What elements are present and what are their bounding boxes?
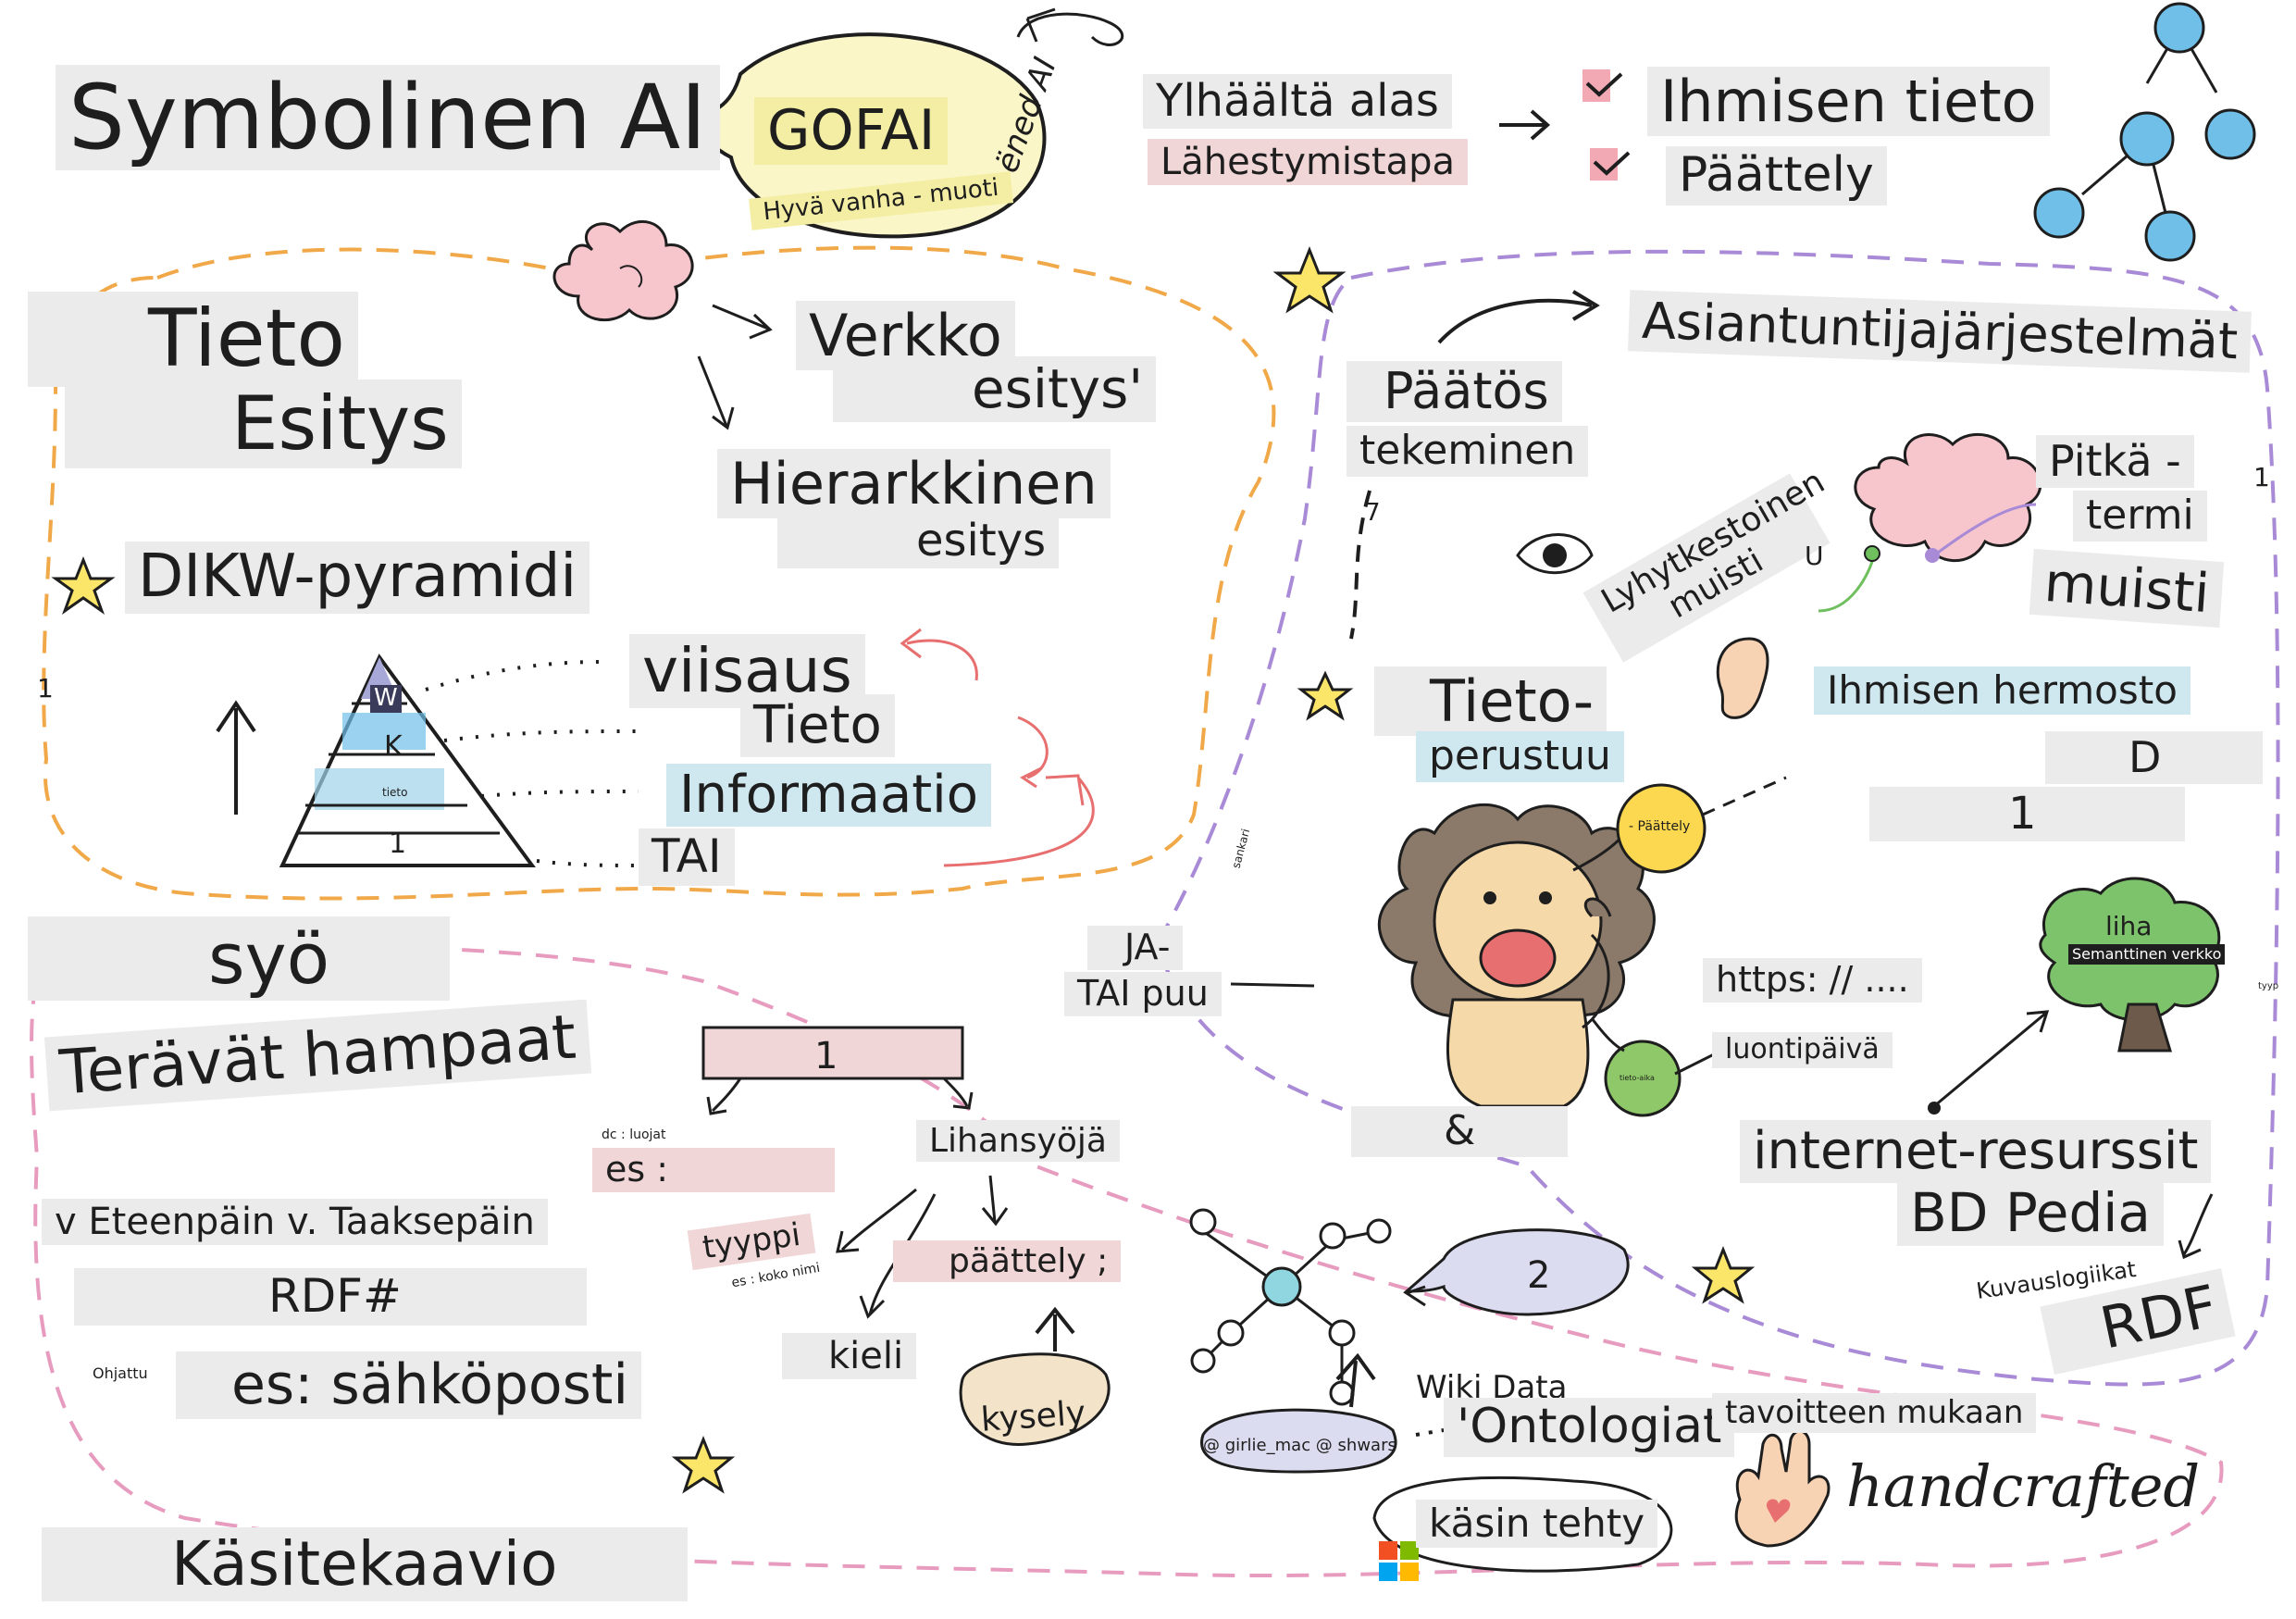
query-bubble — [959, 1352, 1111, 1446]
decision-mark: 7 — [1365, 499, 1381, 527]
reasoning-bubble-circle — [1616, 783, 1706, 874]
lion-icon — [1378, 803, 1656, 1108]
frame-reasoning: päättely ; — [893, 1240, 1122, 1283]
expert-mark-1: 1 — [1869, 787, 2185, 842]
ontology-handcrafted: handcrafted — [1846, 1452, 2201, 1520]
web-url[interactable]: https: // .... — [1703, 958, 1922, 1003]
dbpedia: BD Pedia — [1897, 1180, 2164, 1246]
top-down-line1: Ylhäältä alas — [1143, 74, 1452, 130]
chaining-label: v Eteenpäin v. Taaksepäin — [42, 1199, 548, 1245]
side-mark-1: 1 — [37, 673, 54, 704]
long-term-2: termi — [2073, 491, 2207, 542]
decision-line1: Päätös — [1347, 361, 1562, 423]
frame-example: es : — [592, 1148, 836, 1192]
ontology-title: 'Ontologiat — [1444, 1398, 1735, 1457]
nervous-system: Ihmisen hermosto — [1814, 666, 2191, 716]
top-down-line2: Lähestymistapa — [1148, 139, 1468, 185]
network-repr-line2: esitys' — [833, 356, 1157, 422]
star-icon — [1297, 670, 1354, 721]
check-icon — [1582, 69, 1610, 102]
expert-mark-d: D — [2045, 731, 2264, 784]
knowledge-repr-line2: Esitys — [65, 380, 462, 468]
hand-icon — [1734, 1429, 1831, 1548]
dikw-level-knowledge: Tieto — [740, 694, 895, 758]
hierarchical-repr-line2: esitys — [777, 514, 1060, 569]
internet-edge-mark: tyyp — [2258, 981, 2279, 991]
brain-icon — [1854, 432, 2042, 563]
frame-carnivore: Lihansyöjä — [916, 1120, 1120, 1163]
ontology-count: 2 — [1527, 1254, 1551, 1297]
purple-dashed-region — [1154, 249, 2280, 1387]
concept-map-label: Käsitekaavio — [42, 1527, 688, 1601]
human-reasoning: Päättely — [1666, 146, 1887, 205]
pyramid-mark-w: W — [370, 684, 402, 713]
pyramid-mark-1: 1 — [389, 828, 407, 860]
web-small-bubble: tieto-aika — [1620, 1074, 1655, 1082]
dikw-label: DIKW-pyramidi — [125, 542, 590, 614]
orange-dashed-region — [42, 245, 1276, 901]
and-or-tree-1: JA- — [1087, 926, 1184, 970]
email-prefix: Ohjattu — [93, 1364, 148, 1382]
frame-query: kysely — [979, 1394, 1087, 1439]
long-term-1: Pitkä - — [2036, 435, 2194, 488]
knowledge-based-line1: Tieto- — [1374, 666, 1607, 737]
frame-example-tag: dc : luojat — [602, 1127, 666, 1142]
brain-icon — [552, 219, 694, 322]
star-icon — [671, 1435, 736, 1494]
credit-bubble — [1200, 1408, 1397, 1474]
human-knowledge: Ihmisen tieto — [1647, 67, 2050, 137]
pyramid-mark-k: K — [384, 730, 403, 763]
expert-edge-mark: 1 — [2253, 462, 2270, 492]
gofai-acronym: GOFAI — [754, 97, 949, 165]
pyramid-icon — [279, 654, 536, 867]
long-term-3: muisti — [2029, 548, 2225, 628]
ontology-credit: @ girlie_mac @ shwars — [1203, 1436, 1396, 1455]
decision-line2: tekeminen — [1347, 426, 1589, 477]
email-example: es: sähköposti — [176, 1351, 642, 1419]
internet-resources: internet-resurssit — [1740, 1120, 2212, 1184]
ontology-handmade: käsin tehty — [1416, 1500, 1658, 1549]
lion-ampersand: & — [1351, 1106, 1569, 1157]
and-or-tree-2: TAI puu — [1064, 972, 1222, 1016]
star-icon — [51, 555, 116, 615]
star-icon — [1272, 245, 1347, 314]
dikw-level-information: Informaatio — [666, 764, 991, 828]
eats-label: syö — [28, 916, 451, 1002]
frame-language: kieli — [782, 1333, 917, 1379]
dikw-level-data: TAI — [639, 828, 735, 886]
tree-semantic: Semanttinen verkko — [2068, 944, 2226, 965]
frame-top-value: 1 — [814, 1035, 838, 1077]
ontology-by-goal: tavoitteen mukaan — [1712, 1393, 2037, 1434]
web-creation-date: luontipäivä — [1712, 1032, 1893, 1068]
lion-reasoning-bubble: - Päättely — [1629, 819, 1691, 834]
knowledge-based-line2: perustuu — [1416, 731, 1624, 782]
eye-icon — [1516, 533, 1594, 575]
short-term-mark: U — [1805, 541, 1824, 571]
pyramid-mark-data: tieto — [382, 786, 408, 799]
tree-label: liha — [2105, 911, 2153, 941]
network-tree-icon — [2033, 2, 2256, 262]
page-title: Symbolinen AI — [56, 65, 720, 171]
knowledge-repr-line1: Tieto — [28, 292, 359, 387]
count-bubble — [1403, 1228, 1630, 1316]
windows-logo-icon — [1379, 1541, 1419, 1581]
molecule-icon — [1189, 1208, 1392, 1406]
green-bubble — [1604, 1040, 1682, 1117]
hierarchical-repr-line1: Hierarkkinen — [717, 449, 1111, 519]
ear-icon — [1716, 637, 1769, 719]
star-icon — [1691, 1245, 1756, 1304]
rdf-hash-label: RDF# — [74, 1268, 587, 1326]
